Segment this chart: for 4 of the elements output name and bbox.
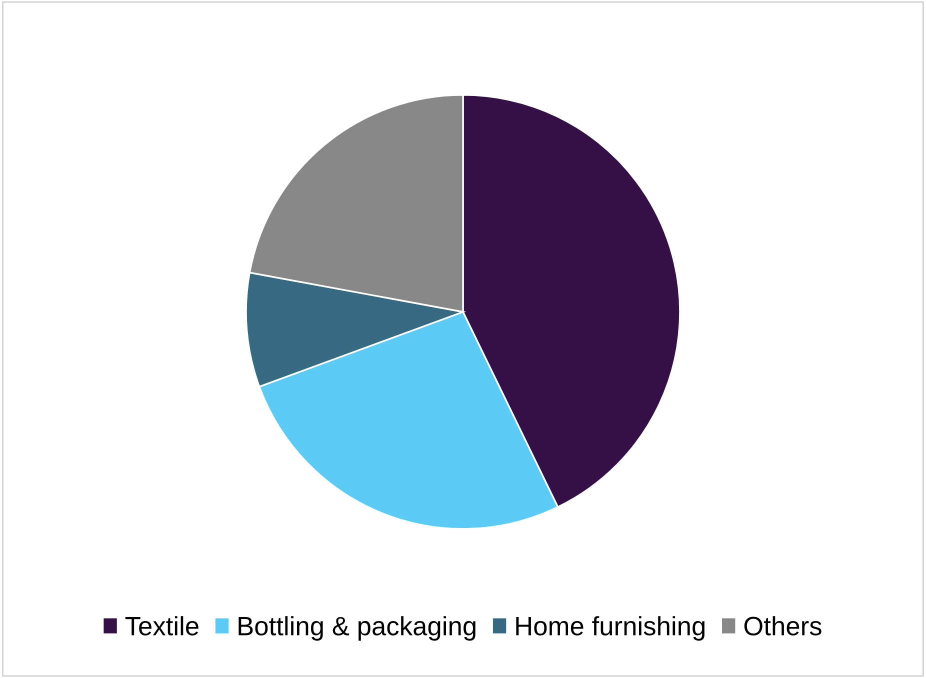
legend-label: Bottling & packaging: [238, 616, 476, 641]
legend-label: Textile: [125, 616, 198, 636]
legend-label: Others: [744, 616, 822, 636]
legend-label: Home furnishing: [516, 616, 704, 641]
